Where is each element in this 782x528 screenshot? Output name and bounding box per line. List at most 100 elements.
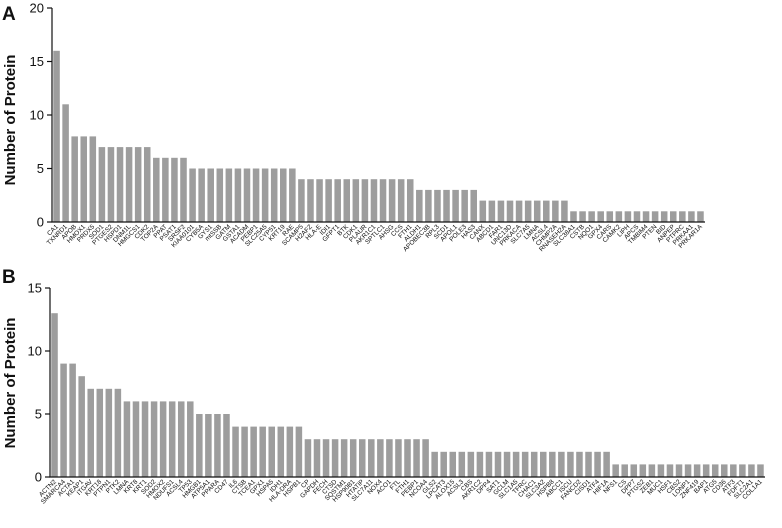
panel-a-bar: [198, 168, 205, 222]
panel-a-bar: [416, 189, 423, 222]
panel-b-bar: [223, 414, 230, 477]
panel-a-bar: [406, 179, 414, 222]
panel-b-bars: [51, 313, 764, 477]
panel-b-bar: [630, 464, 638, 477]
panel-b-bar: [295, 426, 303, 477]
panel-a-bar: [189, 168, 196, 222]
panel-b-bar: [132, 401, 140, 477]
panel-a-bar: [425, 189, 432, 222]
panel-a-ytick-label: 10: [30, 108, 44, 123]
panel-a-bar: [62, 104, 69, 222]
panel-b-xtick-label: CP: [300, 478, 311, 489]
panel-b-bar: [404, 439, 411, 477]
panel-b-xticks: ACTN2SMARCA4ACTA1KEAP1ITGAVKRT18PTPN1PTK…: [38, 478, 764, 506]
panel-b-bar: [494, 451, 502, 477]
panel-b-bar: [730, 464, 737, 477]
panel-b-xtick-label: CS: [617, 478, 629, 490]
panel-b-bar: [458, 451, 466, 477]
panel-a-ytick-label: 15: [30, 54, 44, 69]
panel-b-bar: [78, 376, 85, 477]
panel-b-bar: [395, 439, 402, 477]
panel-b-bar: [331, 439, 339, 477]
panel-b-bar: [748, 464, 755, 477]
panel-a-bar: [107, 147, 115, 222]
panel-a-bar: [352, 179, 360, 222]
panel-a-bar: [597, 211, 604, 222]
panel-a-bar: [524, 200, 532, 222]
panel-a-bar: [697, 211, 704, 222]
panel-a-bar: [388, 179, 396, 222]
panel-b-ytick-label: 15: [28, 281, 42, 296]
panel-a-bar: [98, 147, 106, 222]
panel-a-bar: [579, 211, 586, 222]
panel-b-bar: [268, 426, 275, 477]
panel-b-bar: [141, 401, 149, 477]
panel-a-bar: [171, 157, 178, 222]
panel-b-bar: [51, 313, 58, 477]
panel-b-bar: [449, 451, 457, 477]
panel-a-bar: [660, 211, 668, 222]
panel-b-bar: [585, 451, 592, 477]
panel-b-bar: [757, 464, 764, 477]
panel-b-letter: B: [2, 267, 16, 288]
panel-b-bar: [87, 388, 94, 477]
panel-a-bar: [452, 189, 459, 222]
panel-a-bar: [143, 147, 151, 222]
panel-a-bar: [80, 136, 88, 222]
panel-a-bar: [397, 179, 405, 222]
panel-b-bar: [205, 414, 212, 477]
panel-b-bar: [648, 464, 656, 477]
panel-a-bar: [270, 168, 278, 222]
panel-b-bar: [105, 388, 113, 477]
panel-b-bar: [386, 439, 393, 477]
panel-a-bar: [688, 211, 695, 222]
panel-b-bar: [657, 464, 665, 477]
panel-b-bar: [540, 451, 547, 477]
panel-b-bar: [322, 439, 330, 477]
panel-b-bar: [241, 426, 248, 477]
panel-b-bar: [702, 464, 710, 477]
panel-a-bar: [552, 200, 559, 222]
panel-b-bar: [187, 401, 194, 477]
panel-a-bar: [125, 147, 133, 222]
panel-b-bar: [431, 451, 438, 477]
panel-b-bar: [60, 363, 67, 477]
panel-b-bar: [603, 451, 610, 477]
panel-b-bar: [666, 464, 674, 477]
panel-b-bar: [214, 414, 221, 477]
panel-a-bar: [289, 168, 296, 222]
panel-a-bar: [307, 179, 314, 222]
panel-b-bar: [250, 426, 257, 477]
panel-b-bar: [684, 464, 692, 477]
panel-b-xtick-label: IL6: [228, 478, 240, 490]
panel-a-bar: [361, 179, 369, 222]
panel-b-bar: [467, 451, 475, 477]
panel-b-bar: [621, 464, 628, 477]
panel-a-bar: [116, 147, 124, 222]
panel-b-bar: [123, 401, 131, 477]
panel-b-bar: [675, 464, 683, 477]
panel-a-bar: [461, 189, 468, 222]
panel-a-bar: [533, 200, 541, 222]
panel-a-bar: [679, 211, 686, 222]
panel-b-bar: [530, 451, 538, 477]
panel-a-ytick-label: 20: [30, 1, 44, 16]
panel-a-bar: [570, 211, 577, 222]
panel-a-bar: [543, 200, 550, 222]
panel-a-bar: [343, 179, 351, 222]
panel-b-bar: [277, 426, 285, 477]
panel-a-bar: [216, 168, 224, 222]
panel-a-ytick-label: 0: [37, 215, 44, 230]
panel-b-ytick-label: 5: [35, 407, 42, 422]
panel-a-bar: [633, 211, 641, 222]
panel-b-bar: [549, 451, 556, 477]
panel-b-bar: [286, 426, 294, 477]
panel-b-bar: [440, 451, 447, 477]
panel-b-bar: [159, 401, 167, 477]
panel-a-bar: [470, 189, 477, 222]
panel-a-bar: [642, 211, 650, 222]
panel-a-ylabel: Number of Protein: [2, 55, 19, 186]
panel-a-bar: [162, 157, 169, 222]
panel-b-bar: [693, 464, 701, 477]
panel-a-bar: [479, 200, 487, 222]
